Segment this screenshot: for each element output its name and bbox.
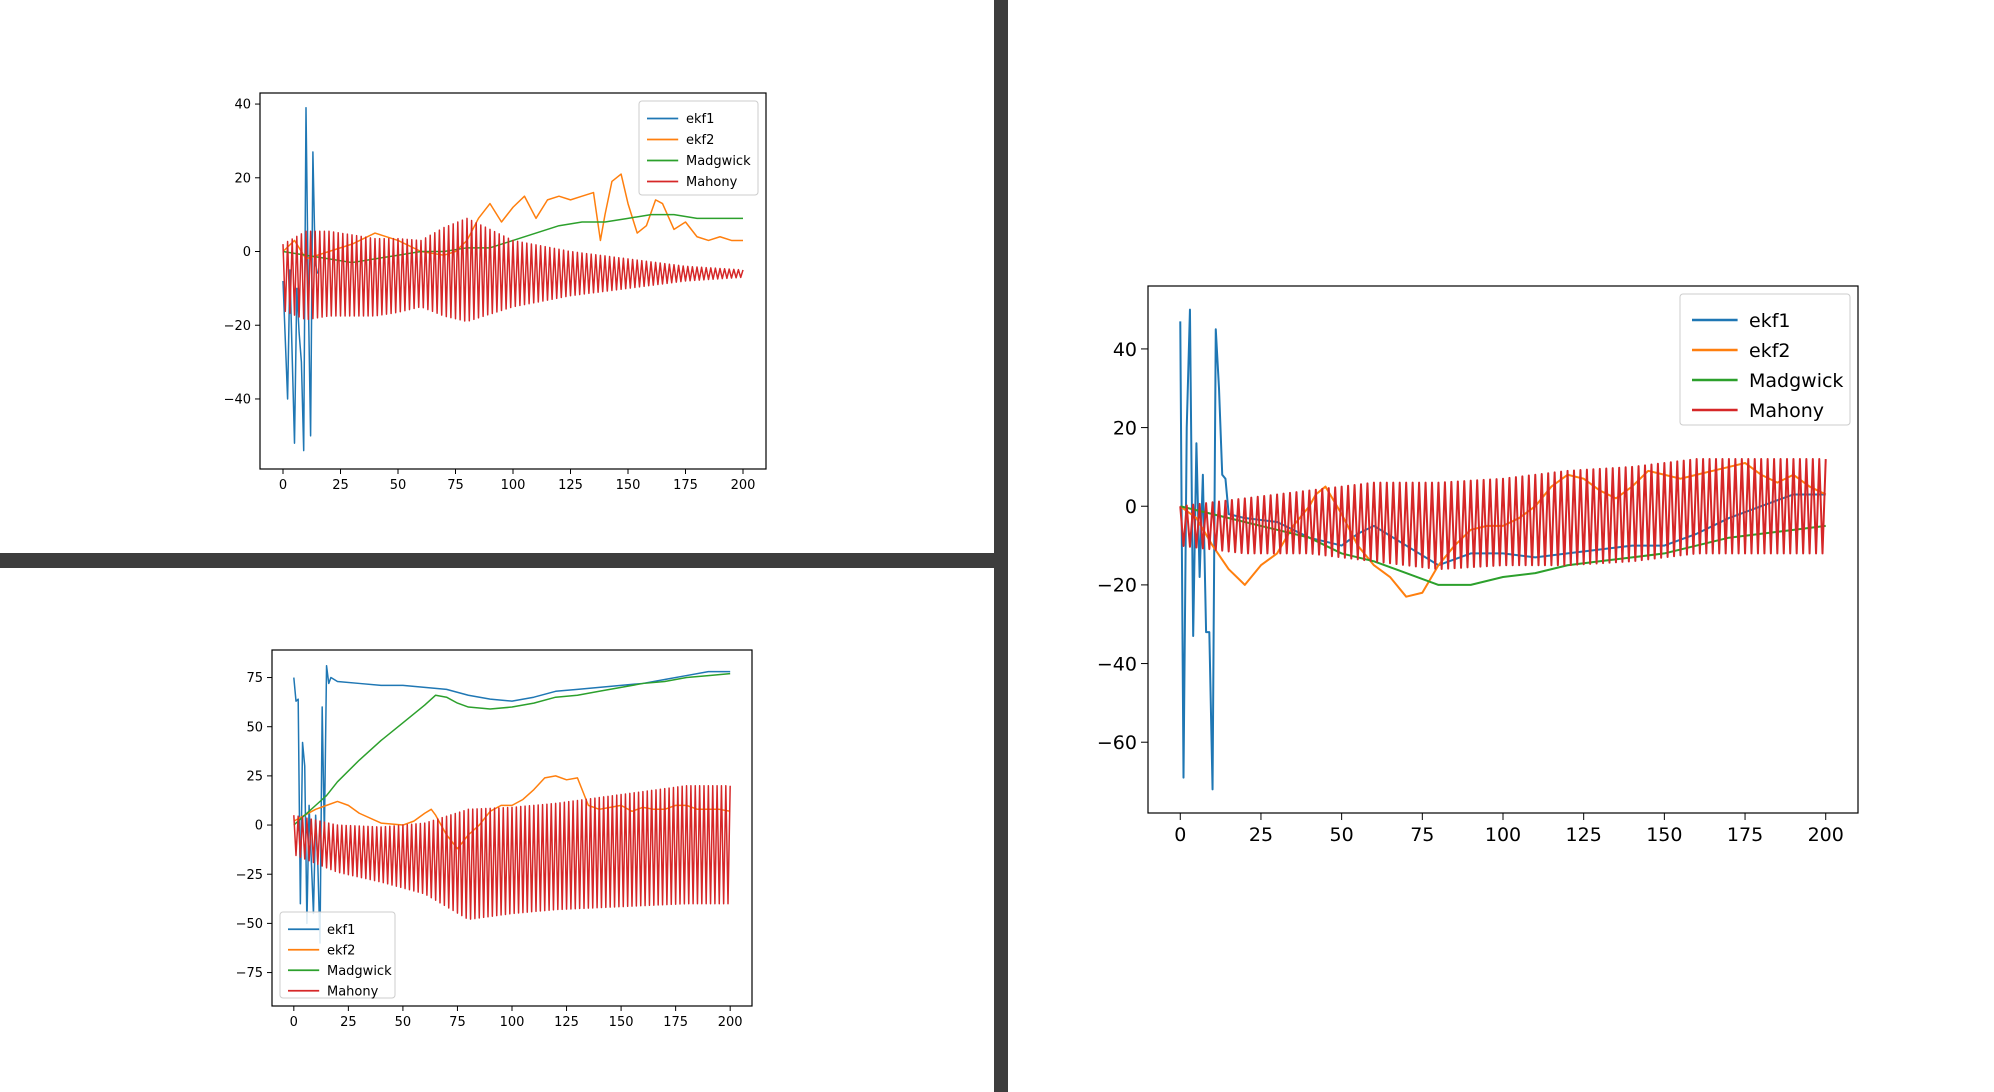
x-tick-label: 175 — [673, 478, 698, 493]
x-tick-label: 100 — [500, 1015, 525, 1030]
x-tick-label: 75 — [447, 478, 464, 493]
panel-top-left: 0 25 50 75 100 125 150 175 200 −40 −20 0 20 40 ekf1 ekf… — [0, 0, 994, 553]
series-line-mahony — [293, 784, 731, 920]
x-tick-label: 0 — [1174, 824, 1186, 846]
plot-area — [1179, 308, 1827, 791]
chart-right: 0 25 50 75 100 125 150 175 200 −60 −40 −20 0 20 40 ekf1… — [1097, 285, 1859, 846]
series-line-mahony — [282, 217, 744, 322]
legend-label-mahony: Mahony — [686, 175, 738, 190]
legend-label-ekf1: ekf1 — [327, 923, 355, 938]
y-tick-label: 0 — [1125, 496, 1137, 518]
y-tick-label: 40 — [234, 98, 251, 113]
x-tick-label: 50 — [390, 478, 407, 493]
chart-top-left: 0 25 50 75 100 125 150 175 200−40−2002040ekf1ekf… — [224, 92, 767, 493]
vertical-divider[interactable] — [994, 0, 1008, 1092]
x-tick-label: 100 — [1485, 824, 1521, 846]
x-tick-label: 200 — [731, 478, 756, 493]
x-tick-label: 25 — [340, 1015, 357, 1030]
y-tick-label: −40 — [1097, 653, 1137, 675]
legend-box — [638, 100, 759, 196]
y-tick-label: 50 — [246, 720, 263, 735]
x-tick-label: 175 — [663, 1015, 688, 1030]
panel-bottom-left: 0 25 50 75 100 125 150 175 200 −75 −50 −25 0 25 50 75 ek… — [0, 568, 994, 1092]
series-line-mahony — [1179, 458, 1827, 570]
x-tick-label: 0 — [279, 478, 287, 493]
panel-right: 0 25 50 75 100 125 150 175 200 −60 −40 −20 0 20 40 ekf1… — [1008, 0, 1994, 1092]
plot-area — [293, 664, 731, 944]
y-tick-label: 0 — [255, 819, 263, 834]
x-tick-label: 25 — [332, 478, 349, 493]
y-tick-label: −25 — [236, 868, 263, 883]
x-tick-label: 150 — [616, 478, 641, 493]
series-line-ekf1 — [1179, 308, 1826, 791]
y-tick-label: −50 — [236, 917, 263, 932]
x-tick-label: 200 — [1808, 824, 1844, 846]
x-tick-label: 125 — [1566, 824, 1602, 846]
legend-label-madgwick: Madgwick — [327, 964, 392, 979]
legend-label-madgwick: Madgwick — [686, 154, 751, 169]
x-tick-label: 0 — [290, 1015, 298, 1030]
y-tick-label: −20 — [224, 319, 251, 334]
legend-label-mahony: Mahony — [1749, 400, 1824, 422]
x-tick-label: 125 — [554, 1015, 579, 1030]
x-tick-label: 50 — [1330, 824, 1354, 846]
x-tick-label: 175 — [1727, 824, 1763, 846]
series-line-ekf1 — [293, 664, 731, 944]
horizontal-divider[interactable] — [0, 553, 994, 568]
plot-area — [282, 107, 744, 452]
legend: ekf1 ekf2 Madgwick Mahony — [638, 100, 759, 196]
x-tick-label: 75 — [449, 1015, 466, 1030]
y-tick-label: −60 — [1097, 732, 1137, 754]
legend-label-mahony: Mahony — [327, 984, 379, 999]
y-tick-label: 0 — [243, 245, 251, 260]
x-tick-label: 150 — [1646, 824, 1682, 846]
x-tick-label: 125 — [558, 478, 583, 493]
chart-bottom-left: 0 25 50 75 100 125 150 175 200 −75 −50 −25 0 25 50 75 ek… — [236, 649, 753, 1030]
x-tick-label: 200 — [718, 1015, 743, 1030]
y-tick-label: 75 — [246, 671, 263, 686]
y-tick-label: 25 — [246, 770, 263, 785]
y-tick-label: 40 — [1113, 339, 1137, 361]
series-line-madgwick — [293, 672, 731, 826]
legend: ekf1 ekf2 Madgwick Mahony — [279, 911, 396, 999]
x-tick-label: 25 — [1249, 824, 1273, 846]
x-tick-label: 75 — [1410, 824, 1434, 846]
legend-label-madgwick: Madgwick — [1749, 370, 1843, 392]
legend-label-ekf2: ekf2 — [1749, 340, 1790, 362]
legend-label-ekf2: ekf2 — [327, 943, 355, 958]
y-tick-label: 20 — [1113, 417, 1137, 439]
legend-box — [1679, 293, 1851, 426]
legend-box — [279, 911, 396, 999]
x-tick-label: 150 — [609, 1015, 634, 1030]
y-tick-label: 20 — [234, 171, 251, 186]
y-tick-label: −20 — [1097, 575, 1137, 597]
legend-label-ekf2: ekf2 — [686, 133, 714, 148]
legend-label-ekf1: ekf1 — [1749, 310, 1790, 332]
legend-label-ekf1: ekf1 — [686, 112, 714, 127]
y-tick-label: −40 — [224, 393, 251, 408]
x-tick-label: 50 — [395, 1015, 412, 1030]
y-tick-label: −75 — [236, 966, 263, 981]
x-tick-label: 100 — [501, 478, 526, 493]
legend: ekf1 ekf2 Madgwick Mahony — [1679, 293, 1851, 426]
